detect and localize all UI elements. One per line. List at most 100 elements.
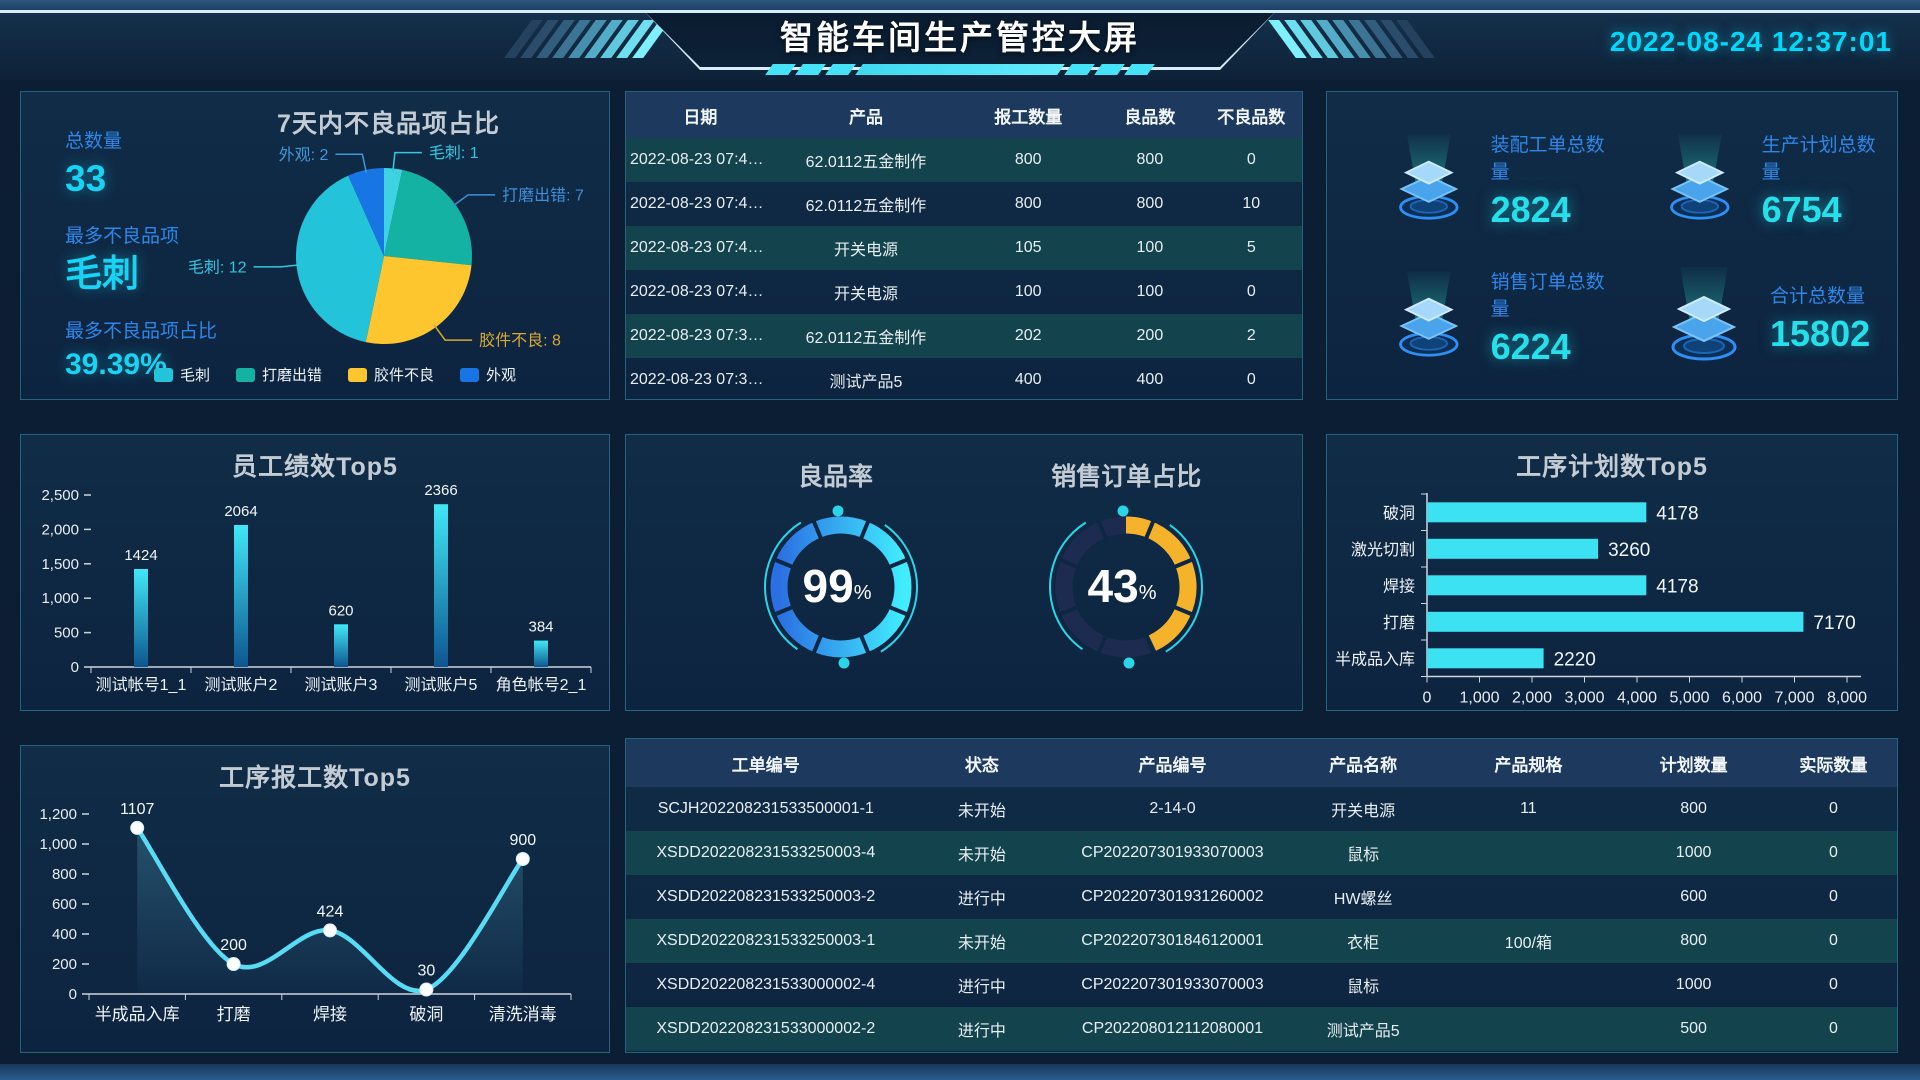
pie-label: 毛刺: 1 [429, 144, 479, 162]
pie-label: 毛刺: 12 [188, 258, 247, 276]
cell: 2022-08-23 07:39:41 [630, 327, 775, 344]
cell: 62.0112五金制作 [805, 154, 927, 171]
cell: 5 [1246, 239, 1256, 256]
pie-label: 外观: 2 [279, 146, 329, 164]
cell: 衣柜 [1347, 935, 1380, 952]
column-header: 工单编号 [626, 739, 906, 787]
bar-3 [1427, 611, 1804, 632]
gauge-value: 43% [1088, 560, 1157, 612]
stat-label: 最多不良品项占比 [65, 321, 218, 342]
cell: 鼠标 [1347, 847, 1380, 864]
bar-value-label: 1424 [124, 547, 157, 564]
y-axis-tick-label: 200 [52, 956, 77, 973]
y-axis-tick-label: 800 [52, 866, 77, 883]
y-axis-tick-label: 600 [52, 896, 77, 913]
stat-grid: 装配工单总数量 2824 生产计划总数量 6754 销售订单总数量 6224 合计总数… [1341, 110, 1883, 385]
panel-title: 7天内不良品项占比 [277, 110, 500, 138]
legend-item[interactable]: 打磨出错 [235, 364, 322, 385]
orders-stack-icon [1399, 271, 1459, 357]
legend-item[interactable]: 毛刺 [153, 364, 210, 385]
cell: 62.0112五金制作 [805, 330, 927, 347]
cell: 0 [1828, 844, 1838, 861]
cell: 2022-08-23 07:40:02 [630, 283, 775, 300]
table-row: XSDD202208231533000002-4 进行中 CP20220730193… [626, 963, 1897, 1007]
panel-title: 工序计划数Top5 [1516, 453, 1708, 481]
line-area-fill [137, 827, 523, 994]
cell: 0 [1828, 1020, 1838, 1037]
cell: 100 [1136, 239, 1164, 256]
clock: 2022-08-24 12:37:01 [1609, 26, 1892, 57]
x-axis-tick-label: 2,000 [1512, 690, 1552, 707]
cell: 10 [1242, 195, 1261, 212]
cell: CP202207301846120001 [1081, 932, 1264, 949]
cell: 2 [1246, 327, 1256, 344]
page-title: 智能车间生产管控大屏 [780, 19, 1140, 56]
stat-value: 39.39% [65, 348, 167, 381]
header-accent-bars-icon [765, 64, 1155, 75]
x-axis-category-label: 焊接 [313, 1005, 347, 1024]
cell: 1000 [1675, 976, 1712, 993]
bar-1 [1427, 538, 1599, 559]
header-row: 日期 产品 报工数量 良品数 不良品数 [626, 92, 1302, 138]
cell: CP202208012112080001 [1081, 1020, 1264, 1037]
x-axis-category-label: 测试帐号1_1 [96, 676, 187, 694]
cell: 800 [1136, 195, 1164, 212]
stat-label: 装配工单总数量 [1490, 134, 1605, 183]
cell: 400 [1136, 371, 1164, 388]
pie-slice-2 [365, 256, 472, 345]
cell: 未开始 [957, 803, 1006, 820]
cell: 0 [1246, 371, 1256, 388]
table-row: 2022-08-23 07:42:06 62.0112五金制作 800 800 10 [626, 182, 1302, 226]
column-header: 产品编号 [1058, 739, 1287, 787]
table-row: 2022-08-23 07:39:41 62.0112五金制作 202 200 2 [626, 314, 1302, 358]
panel-gauges: 良品率 销售订单占比 99% 43% [625, 434, 1303, 711]
stat-value: 33 [65, 158, 107, 199]
panel-title: 员工绩效Top5 [232, 453, 398, 481]
header-row: 工单编号 状态 产品编号 产品名称 产品规格 计划数量 实际数量 [626, 739, 1897, 787]
data-point-4 [515, 852, 530, 866]
cell: 测试产品5 [829, 374, 903, 391]
column-header: 实际数量 [1769, 739, 1897, 787]
stat-label: 总数量 [65, 131, 123, 152]
process-plan-bar-chart: 4178 破洞 3260 激光切割 4178 焊接 7170 打磨 2220 半成品入库 0 1,00… [1335, 493, 1867, 707]
y-axis-category-label: 焊接 [1383, 577, 1415, 595]
pie-legend: 毛刺 打磨出错 胶件不良 外观 [61, 364, 609, 385]
legend-item[interactable]: 胶件不良 [348, 364, 434, 385]
y-axis-category-label: 破洞 [1383, 504, 1415, 522]
process-report-line-chart: 0 200 400 600 800 1,000 1,200 1107 半成品入库 200 打磨 424… [39, 801, 572, 1024]
stat-label: 生产计划总数量 [1761, 134, 1876, 183]
y-axis-tick-label: 400 [52, 926, 77, 943]
bar-4 [534, 640, 548, 667]
panel-title: 工序报工数Top5 [219, 764, 411, 792]
column-header: 日期 [626, 92, 775, 138]
legend-item[interactable]: 外观 [460, 364, 516, 385]
y-axis-tick-label: 2,500 [41, 487, 79, 504]
pie-label-line [433, 324, 473, 341]
y-axis-tick-label: 0 [69, 986, 77, 1003]
column-header: 计划数量 [1617, 739, 1770, 787]
cell: 鼠标 [1347, 979, 1380, 996]
point-value-label: 1107 [120, 801, 155, 818]
stat-total: 总数量 33 [65, 126, 217, 197]
point-value-label: 424 [317, 903, 344, 920]
stat-value: 毛刺 [65, 253, 139, 294]
title-plate: 智能车间生产管控大屏 [643, 10, 1277, 75]
x-axis-category-label: 半成品入库 [95, 1005, 180, 1024]
column-header: 产品规格 [1439, 739, 1618, 787]
y-axis-tick-label: 0 [71, 659, 79, 676]
cell: 未开始 [957, 847, 1006, 864]
x-axis-tick-label: 1,000 [1459, 690, 1499, 707]
cell: 100/箱 [1504, 935, 1552, 952]
table-row: 2022-08-23 07:40:49 开关电源 105 100 5 [626, 226, 1302, 270]
table-row: 2022-08-23 07:39:08 测试产品5 400 400 0 [626, 358, 1302, 402]
cell: 0 [1246, 151, 1256, 168]
legend-swatch-icon [235, 367, 255, 382]
stat-value: 6224 [1490, 326, 1571, 368]
cell: 800 [1014, 195, 1042, 212]
bar-value-label: 3260 [1608, 540, 1650, 561]
cell: XSDD202208231533000002-4 [656, 976, 876, 993]
panel-process-plan: 工序计划数Top5 4178 破洞 3260 激光切割 4178 焊接 7170 打磨 2220… [1326, 434, 1898, 711]
panel-employee-performance: 员工绩效Top5 0 500 1,000 1,500 2,000 2,500 1424 测试帐… [20, 434, 610, 711]
cell: XSDD202208231533250003-4 [656, 844, 876, 861]
data-point-2 [323, 923, 337, 938]
